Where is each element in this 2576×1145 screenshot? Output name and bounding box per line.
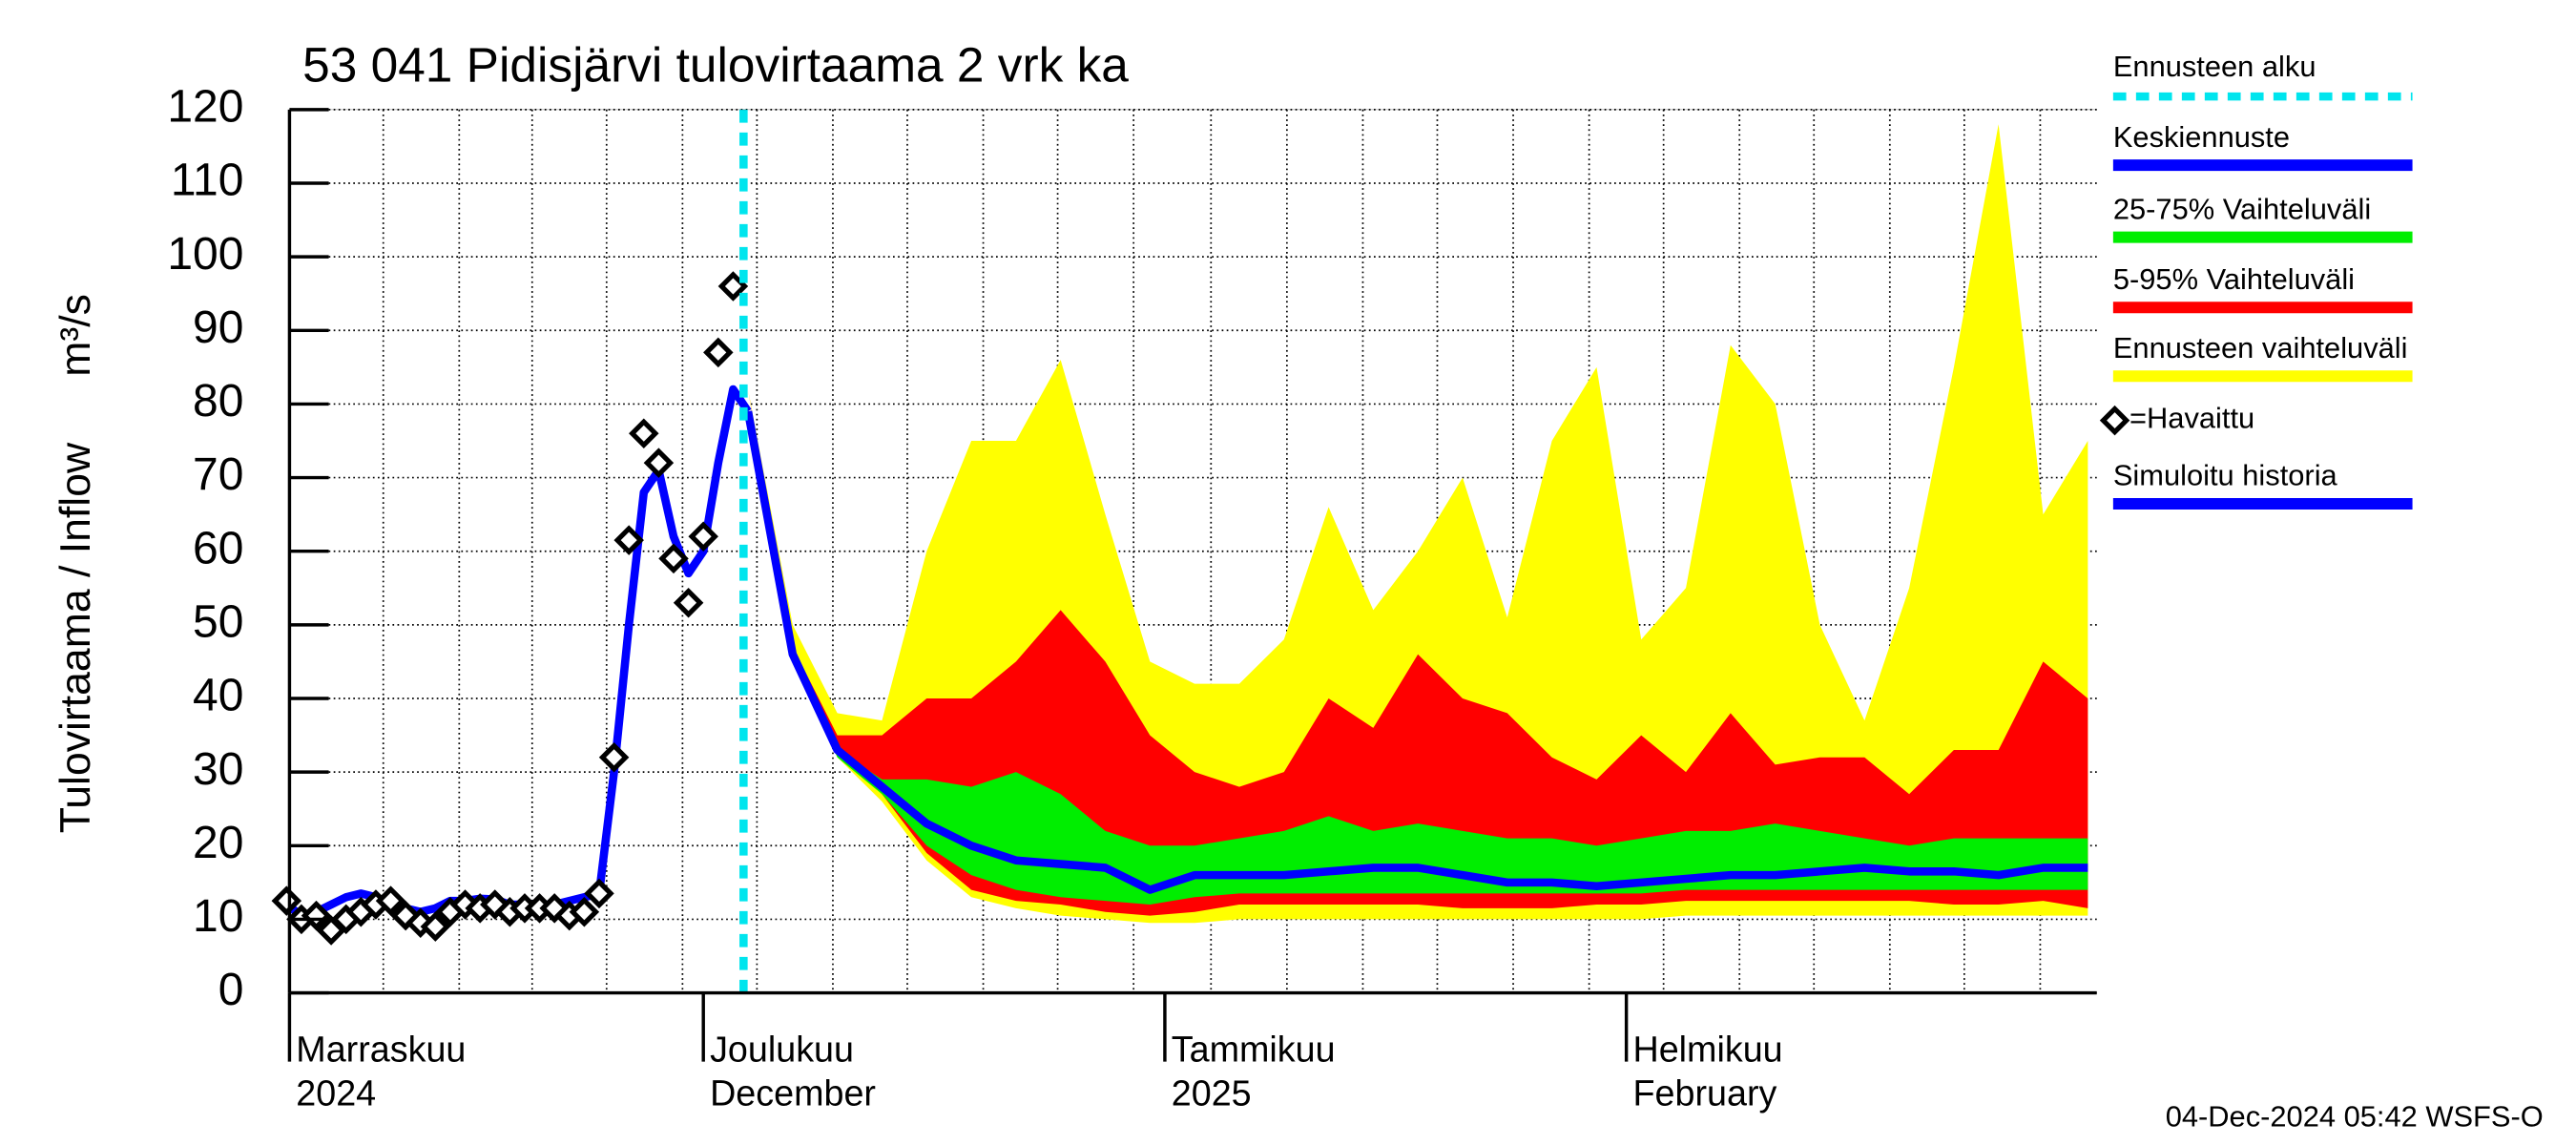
y-tick-label: 90 — [193, 302, 243, 353]
observed-marker — [375, 885, 406, 916]
line — [743, 410, 2088, 894]
y-axis-label: Tulovirtaama / Inflow — [52, 442, 99, 833]
legend-label: =Havaittu — [2129, 402, 2254, 435]
legend-label: 5-95% Vaihteluväli — [2113, 262, 2355, 296]
x-tick-sublabel: December — [710, 1073, 876, 1114]
observed-marker — [301, 900, 332, 931]
y-tick-label: 10 — [193, 891, 243, 942]
observed-marker — [420, 911, 451, 942]
legend-marker — [2099, 405, 2130, 436]
y-tick-label: 60 — [193, 523, 243, 573]
x-tick-label: Marraskuu — [296, 1029, 466, 1069]
y-tick-label: 20 — [193, 818, 243, 868]
y-tick-label: 30 — [193, 744, 243, 795]
observed-marker — [643, 448, 675, 478]
x-tick-label: Helmikuu — [1632, 1029, 1782, 1069]
y-tick-label: 40 — [193, 671, 243, 721]
band — [748, 389, 2088, 916]
x-tick-sublabel: 2024 — [296, 1073, 376, 1114]
observed-marker — [569, 896, 600, 927]
observed-marker — [271, 885, 302, 916]
legend-label: Keskiennuste — [2113, 120, 2290, 154]
observed-marker — [673, 587, 704, 618]
y-tick-label: 70 — [193, 449, 243, 500]
observed-marker — [658, 543, 689, 574]
legend-label: Simuloitu historia — [2113, 459, 2338, 492]
y-tick-label: 0 — [218, 965, 244, 1015]
x-tick-label: Tammikuu — [1172, 1029, 1336, 1069]
legend-label: 25-75% Vaihteluväli — [2113, 192, 2371, 225]
observed-marker — [717, 271, 749, 302]
observed-marker — [703, 337, 734, 368]
chart-title: 53 041 Pidisjärvi tulovirtaama 2 vrk ka — [302, 37, 1129, 93]
x-tick-sublabel: 2025 — [1172, 1073, 1252, 1114]
observed-marker — [584, 878, 614, 909]
legend-label: Ennusteen vaihteluväli — [2113, 331, 2408, 364]
y-tick-label: 100 — [167, 229, 243, 280]
footer: 04-Dec-2024 05:42 WSFS-O — [2166, 1100, 2544, 1134]
band — [748, 389, 2088, 905]
y-tick-label: 80 — [193, 376, 243, 427]
x-tick-label: Joulukuu — [710, 1029, 854, 1069]
observed-marker — [629, 418, 659, 449]
y-tick-label: 50 — [193, 597, 243, 648]
y-axis-unit: m³/s — [52, 294, 99, 377]
observed-marker — [688, 521, 718, 552]
legend-label: Ennusteen alku — [2113, 50, 2316, 83]
observed-marker — [613, 525, 644, 555]
observed-marker — [598, 741, 630, 773]
line — [283, 385, 752, 920]
y-tick-label: 110 — [171, 156, 244, 206]
y-tick-label: 120 — [167, 82, 243, 133]
x-tick-sublabel: February — [1632, 1073, 1776, 1114]
